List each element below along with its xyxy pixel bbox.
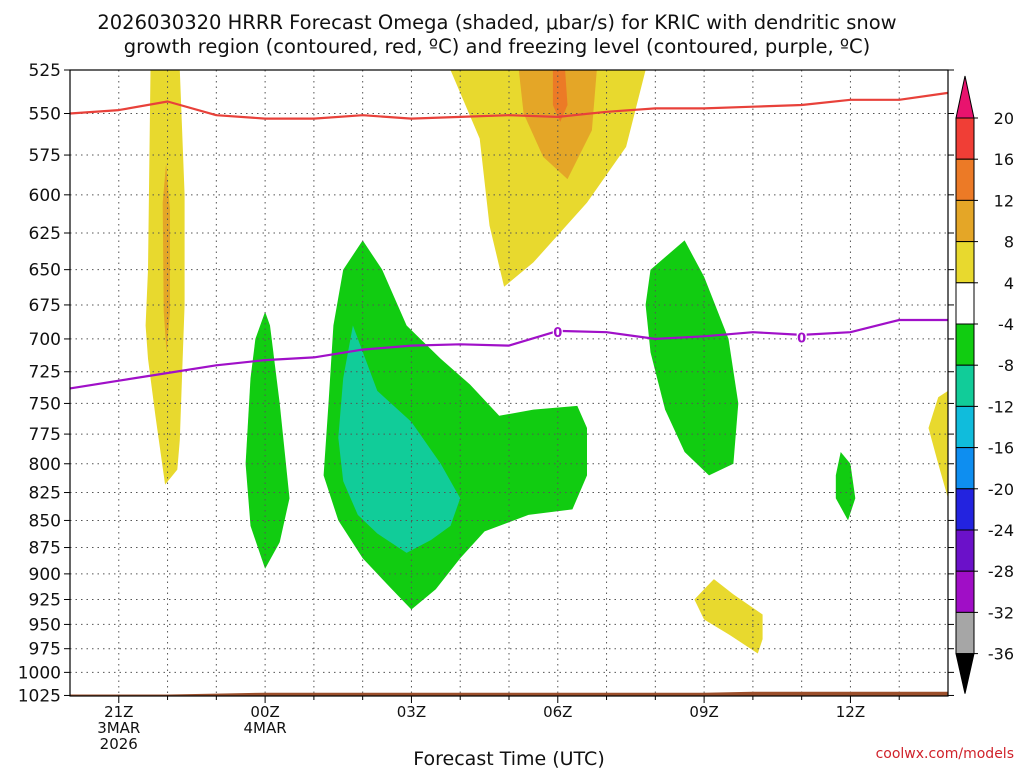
colorbar-bottom-triangle xyxy=(955,653,975,694)
y-tick-label: 975 xyxy=(29,640,61,660)
omega-region-ascent-edge-right xyxy=(928,390,948,499)
ground-fill xyxy=(70,691,948,696)
colorbar-swatch xyxy=(955,364,975,407)
omega-region-descent-strong-core xyxy=(338,325,461,553)
y-tick-label: 575 xyxy=(29,146,61,166)
y-tick-label: 600 xyxy=(29,186,61,206)
colorbar-level-label: 8 xyxy=(1004,233,1014,252)
freezing-level-contour-label: 0 xyxy=(797,332,806,347)
colorbar-level-label: 4 xyxy=(1004,274,1014,293)
y-tick-label: 800 xyxy=(29,455,61,475)
colorbar-level-label: -8 xyxy=(998,356,1014,375)
y-tick-label: 875 xyxy=(29,539,61,559)
colorbar: 20 16 12 8 4 -4 -8 -12 -16 -20 -24 -28 -32 -36 xyxy=(955,75,1014,694)
colorbar-swatch xyxy=(955,241,975,284)
colorbar-swatch xyxy=(955,158,975,201)
y-tick-label: 650 xyxy=(29,261,61,281)
x-tick-label: 00Z xyxy=(250,703,279,721)
y-tick-label: 900 xyxy=(29,565,61,585)
colorbar-swatch xyxy=(955,405,975,449)
x-axis-label: Forecast Time (UTC) xyxy=(413,748,604,768)
colorbar-level-label: -12 xyxy=(988,397,1014,416)
y-tick-label: 950 xyxy=(29,615,61,635)
y-tick-label: 700 xyxy=(29,330,61,350)
y-tick-label: 850 xyxy=(29,511,61,531)
omega-region-ascent-plume-core xyxy=(552,70,568,122)
x-tick-label: 21Z xyxy=(104,703,133,721)
y-tick-label: 525 xyxy=(29,61,61,81)
y-tick-label: 1025 xyxy=(18,686,61,706)
colorbar-top-triangle xyxy=(955,75,975,119)
ground-surface xyxy=(70,691,948,696)
omega-region-descent-right-cell xyxy=(645,240,739,476)
colorbar-level-label: -16 xyxy=(988,439,1014,458)
x-tick-label: 2026 xyxy=(100,735,138,753)
x-tick-label: 4MAR xyxy=(244,719,287,737)
colorbar-swatch xyxy=(955,529,975,572)
colorbar-swatch xyxy=(955,323,975,366)
y-tick-label: 675 xyxy=(29,296,61,316)
y-tick-label: 750 xyxy=(29,394,61,414)
colorbar-level-label: -24 xyxy=(988,521,1014,540)
colorbar-swatch xyxy=(955,611,975,655)
colorbar-level-label: 20 xyxy=(994,109,1014,128)
colorbar-level-label: 12 xyxy=(994,191,1014,210)
pressure-axis: 525 550 575 600 625 650 675 700 725 750 775 800 825 8… xyxy=(18,61,954,706)
colorbar-level-label: -28 xyxy=(988,562,1014,581)
colorbar-level-label: -20 xyxy=(988,480,1014,499)
freezing-label-bg xyxy=(552,325,563,339)
y-tick-label: 1000 xyxy=(18,663,61,683)
y-tick-label: 625 xyxy=(29,224,61,244)
x-tick-label: 03Z xyxy=(397,703,426,721)
chart-title-line-2: growth region (contoured, red, ºC) and f… xyxy=(124,35,871,58)
colorbar-level-label: 16 xyxy=(994,150,1014,169)
colorbar-swatch xyxy=(955,199,975,243)
gridlines xyxy=(70,70,948,696)
y-tick-label: 925 xyxy=(29,590,61,610)
y-tick-label: 775 xyxy=(29,425,61,445)
omega-region-ascent-plume-mid xyxy=(518,70,597,180)
colorbar-swatch xyxy=(955,117,975,160)
omega-region-descent-thin-left xyxy=(245,311,290,569)
freezing-label-bg xyxy=(796,330,807,344)
colorbar-level-label: -36 xyxy=(988,645,1014,664)
y-tick-label: 825 xyxy=(29,484,61,504)
x-tick-label: 09Z xyxy=(689,703,718,721)
y-tick-label: 725 xyxy=(29,363,61,383)
dgz-red-contour xyxy=(69,91,949,120)
freezing-level-contour-label: 0 xyxy=(553,326,562,341)
omega-region-descent-small-sliver xyxy=(835,452,856,521)
watermark: coolwx.com/models xyxy=(876,746,1014,762)
x-tick-label: 3MAR xyxy=(97,719,140,737)
y-tick-label: 550 xyxy=(29,104,61,124)
omega-region-ascent-lower-right xyxy=(694,579,763,654)
colorbar-swatch xyxy=(955,570,975,613)
x-tick-label: 12Z xyxy=(836,703,865,721)
chart-title-line-1: 2026030320 HRRR Forecast Omega (shaded, … xyxy=(97,11,896,34)
x-tick-label: 06Z xyxy=(543,703,572,721)
colorbar-swatch xyxy=(955,282,975,325)
colorbar-swatch xyxy=(955,447,975,490)
colorbar-level-label: -32 xyxy=(988,603,1014,622)
colorbar-level-label: -4 xyxy=(998,315,1014,334)
omega-shaded-regions xyxy=(145,70,948,654)
colorbar-swatch xyxy=(955,488,975,531)
